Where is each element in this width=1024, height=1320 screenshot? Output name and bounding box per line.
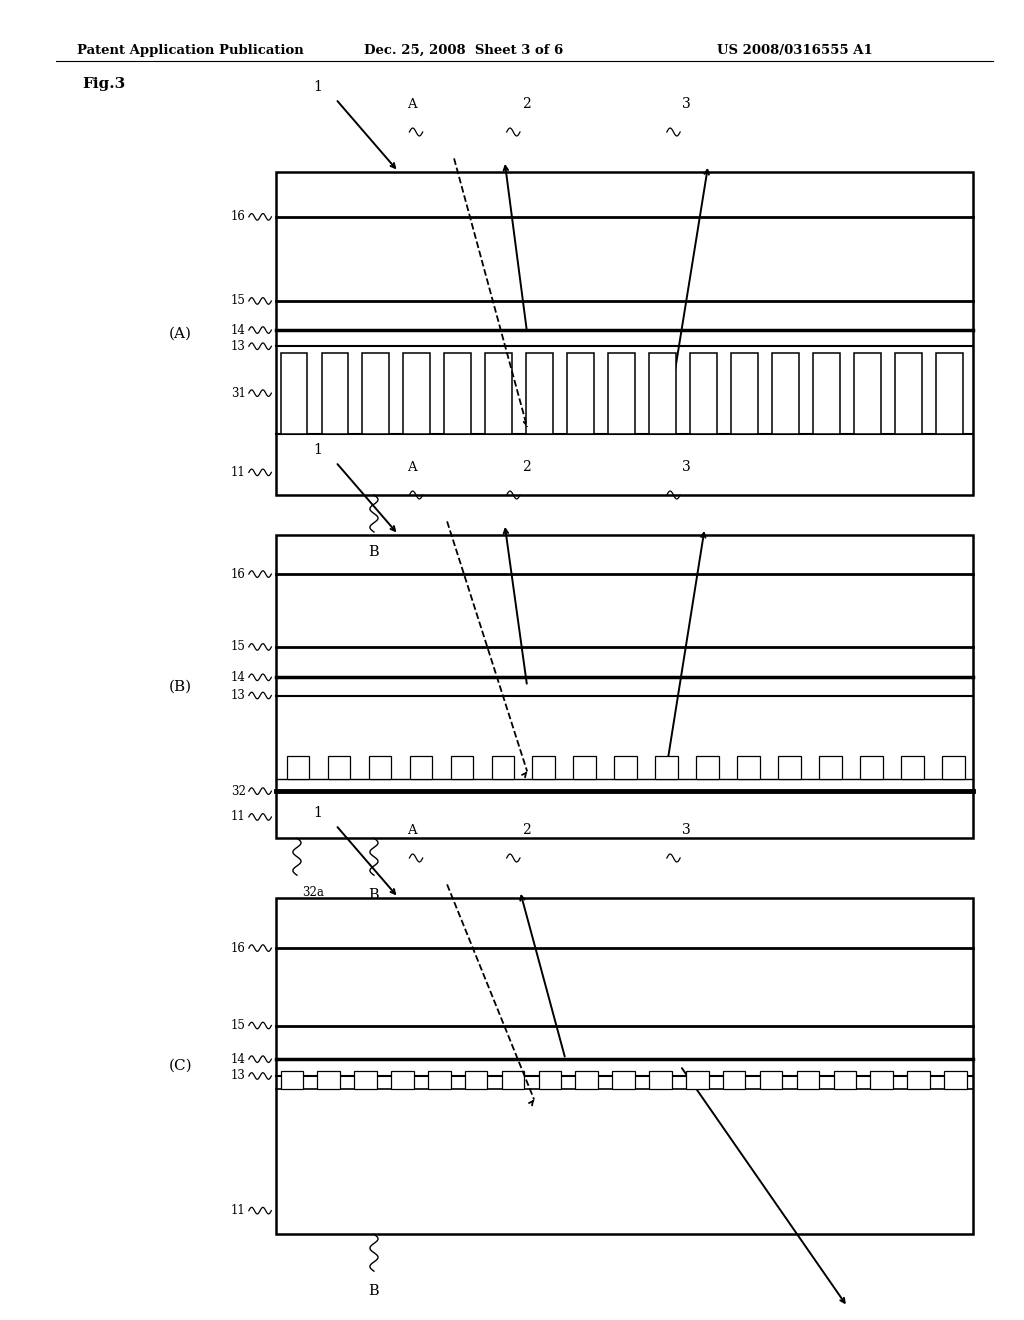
Text: (C): (C) bbox=[169, 1059, 193, 1073]
Text: 32a: 32a bbox=[302, 886, 324, 899]
Text: 31: 31 bbox=[230, 387, 246, 400]
Bar bbox=[895, 352, 922, 433]
Text: 3: 3 bbox=[682, 459, 691, 474]
Text: 13: 13 bbox=[230, 1069, 246, 1082]
Bar bbox=[870, 1071, 893, 1089]
Bar bbox=[391, 1071, 414, 1089]
Bar bbox=[276, 898, 973, 1234]
Text: 2: 2 bbox=[522, 822, 530, 837]
Bar bbox=[567, 352, 594, 433]
Text: B: B bbox=[369, 888, 379, 903]
Bar bbox=[362, 352, 389, 433]
Bar bbox=[901, 756, 924, 779]
Bar bbox=[907, 1071, 930, 1089]
Text: 13: 13 bbox=[230, 339, 246, 352]
Bar bbox=[465, 1071, 487, 1089]
Bar bbox=[612, 1071, 635, 1089]
Bar bbox=[854, 352, 881, 433]
Text: Dec. 25, 2008  Sheet 3 of 6: Dec. 25, 2008 Sheet 3 of 6 bbox=[364, 44, 563, 57]
Text: 2: 2 bbox=[522, 96, 530, 111]
Bar bbox=[944, 1071, 967, 1089]
Bar bbox=[539, 1071, 561, 1089]
Text: 11: 11 bbox=[231, 466, 246, 479]
Text: 13: 13 bbox=[230, 689, 246, 702]
Bar bbox=[942, 756, 965, 779]
Bar bbox=[276, 172, 973, 495]
Bar bbox=[772, 352, 799, 433]
Bar bbox=[451, 756, 473, 779]
Bar bbox=[649, 352, 676, 433]
Bar bbox=[813, 352, 840, 433]
Text: 15: 15 bbox=[230, 294, 246, 308]
Bar bbox=[723, 1071, 745, 1089]
Text: 3: 3 bbox=[682, 822, 691, 837]
Text: 1: 1 bbox=[313, 79, 323, 94]
Bar bbox=[276, 535, 973, 838]
Bar bbox=[608, 352, 635, 433]
Bar bbox=[737, 756, 760, 779]
Text: 3: 3 bbox=[682, 96, 691, 111]
Text: 14: 14 bbox=[230, 323, 246, 337]
Text: 14: 14 bbox=[230, 1052, 246, 1065]
Text: A: A bbox=[408, 98, 417, 111]
Bar bbox=[526, 352, 553, 433]
Text: (B): (B) bbox=[169, 680, 193, 693]
Bar bbox=[281, 1071, 303, 1089]
Bar bbox=[492, 756, 514, 779]
Text: US 2008/0316555 A1: US 2008/0316555 A1 bbox=[717, 44, 872, 57]
Bar bbox=[778, 756, 801, 779]
Bar bbox=[532, 756, 555, 779]
Bar bbox=[731, 352, 758, 433]
Text: A: A bbox=[408, 824, 417, 837]
Bar bbox=[428, 1071, 451, 1089]
Bar bbox=[502, 1071, 524, 1089]
Bar bbox=[686, 1071, 709, 1089]
Bar bbox=[936, 352, 963, 433]
Text: 32: 32 bbox=[230, 784, 246, 797]
Bar bbox=[485, 352, 512, 433]
Text: 11: 11 bbox=[231, 1204, 246, 1217]
Text: 16: 16 bbox=[230, 941, 246, 954]
Text: 1: 1 bbox=[313, 442, 323, 457]
Text: 16: 16 bbox=[230, 568, 246, 581]
Text: 14: 14 bbox=[230, 671, 246, 684]
Text: 11: 11 bbox=[231, 810, 246, 824]
Text: 1: 1 bbox=[313, 805, 323, 820]
Bar bbox=[573, 756, 596, 779]
Bar bbox=[819, 756, 842, 779]
Bar bbox=[369, 756, 391, 779]
Bar bbox=[354, 1071, 377, 1089]
Bar bbox=[655, 756, 678, 779]
Bar bbox=[328, 756, 350, 779]
Bar bbox=[287, 756, 309, 779]
Text: A: A bbox=[408, 461, 417, 474]
Text: 16: 16 bbox=[230, 210, 246, 223]
Bar bbox=[690, 352, 717, 433]
Text: 15: 15 bbox=[230, 1019, 246, 1032]
Bar bbox=[575, 1071, 598, 1089]
Bar bbox=[281, 352, 307, 433]
Text: (A): (A) bbox=[169, 326, 191, 341]
Bar bbox=[614, 756, 637, 779]
Bar bbox=[649, 1071, 672, 1089]
Bar bbox=[410, 756, 432, 779]
Text: Patent Application Publication: Patent Application Publication bbox=[77, 44, 303, 57]
Bar bbox=[696, 756, 719, 779]
Bar bbox=[322, 352, 348, 433]
Bar bbox=[317, 1071, 340, 1089]
Text: B: B bbox=[369, 1284, 379, 1299]
Text: 2: 2 bbox=[522, 459, 530, 474]
Text: 15: 15 bbox=[230, 640, 246, 653]
Text: Fig.3: Fig.3 bbox=[82, 77, 125, 91]
Bar bbox=[444, 352, 471, 433]
Bar bbox=[797, 1071, 819, 1089]
Text: B: B bbox=[369, 545, 379, 560]
Bar bbox=[860, 756, 883, 779]
Bar bbox=[834, 1071, 856, 1089]
Bar bbox=[760, 1071, 782, 1089]
Bar bbox=[403, 352, 430, 433]
